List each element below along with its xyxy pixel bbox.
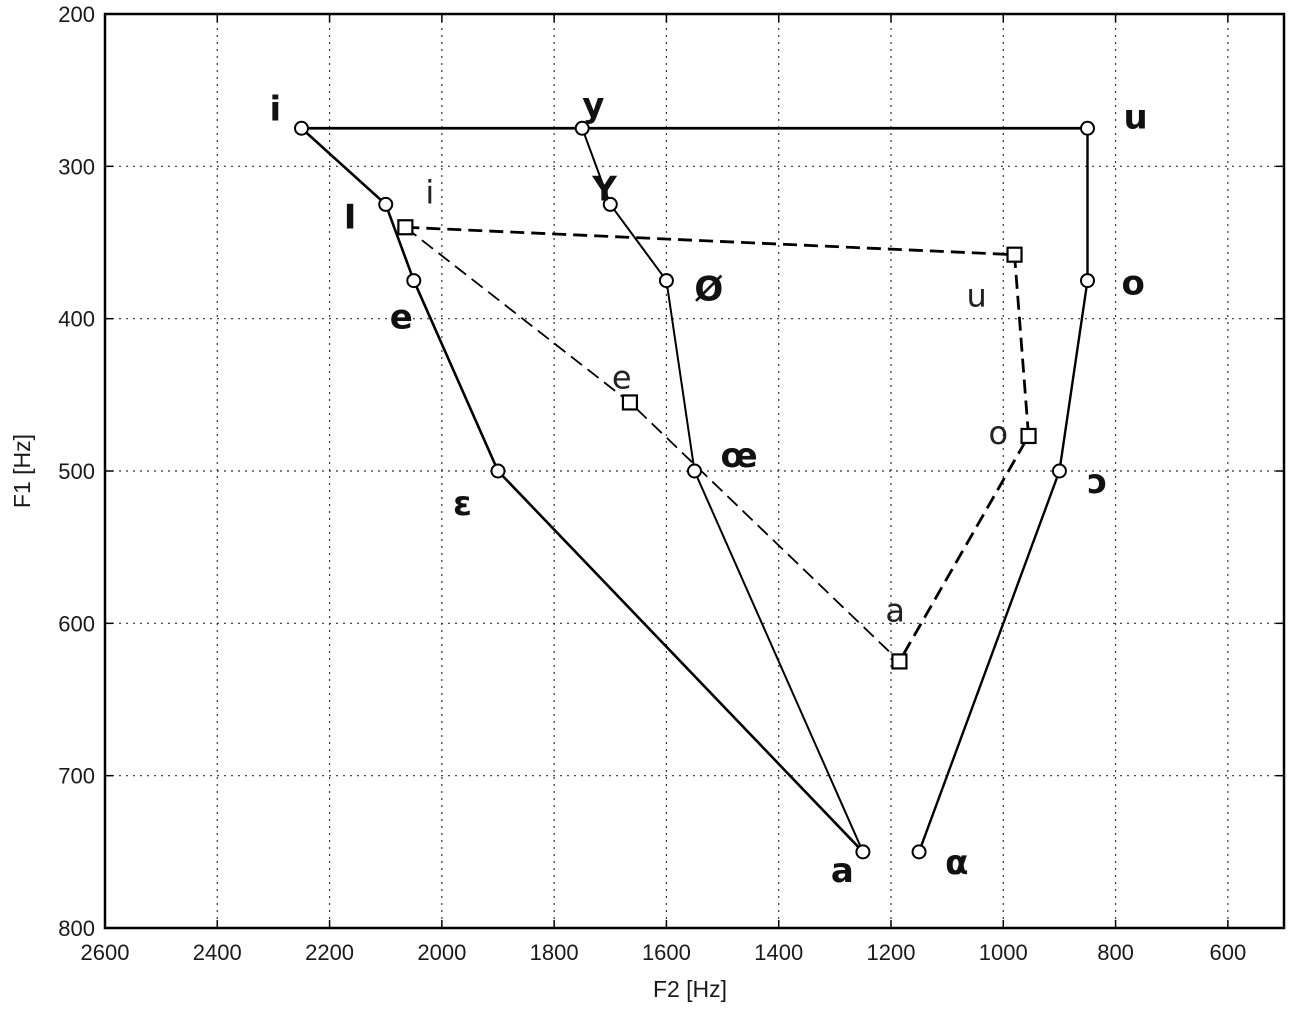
point-marker-oo — [1051, 463, 1067, 479]
point-label-so: o — [989, 414, 1009, 452]
x-axis-label: F2 [Hz] — [653, 976, 727, 1002]
point-marker-sa — [891, 653, 908, 670]
x-tick-label: 600 — [1209, 940, 1246, 965]
y-tick-label: 400 — [58, 307, 95, 332]
point-label-se: e — [612, 358, 632, 396]
point-marker-u — [1080, 120, 1095, 136]
x-tick-label: 2000 — [417, 940, 466, 965]
point-label-o: o — [1122, 264, 1145, 304]
y-axis-label: F1 [Hz] — [9, 434, 35, 508]
x-tick-label: 1200 — [867, 940, 916, 965]
point-label-Y: Y — [591, 169, 617, 209]
point-label-sa: a — [885, 591, 905, 629]
point-label-alpha: α — [945, 843, 968, 883]
point-marker-o — [1080, 273, 1095, 289]
point-marker-oe — [658, 273, 674, 289]
point-marker-alpha — [911, 844, 927, 860]
y-tick-label: 300 — [58, 154, 95, 179]
point-label-oe: Ø — [694, 270, 723, 310]
point-marker-eps — [490, 463, 506, 479]
y-axis-ticks: 200 300 400 500 600 700 800 — [58, 2, 1284, 941]
point-marker-i — [294, 120, 309, 136]
x-tick-label: 1800 — [530, 940, 579, 965]
x-tick-label: 1000 — [979, 940, 1028, 965]
series-line-dashed — [404, 226, 901, 663]
y-tick-label: 700 — [58, 764, 95, 789]
point-label-y: y — [582, 85, 604, 125]
point-marker-y — [574, 120, 590, 136]
point-marker-Y — [602, 196, 618, 212]
y-tick-label: 200 — [58, 2, 95, 27]
point-label-u: u — [1124, 97, 1148, 137]
point-label-i: i — [270, 89, 282, 129]
point-label-eps: ε — [453, 484, 472, 524]
point-labels: i Ie ε a y Y Øœ u o ɔ α i e a o u — [270, 85, 1148, 891]
point-marker-so — [1020, 427, 1037, 445]
x-tick-label: 800 — [1097, 940, 1134, 965]
point-label-e: e — [390, 298, 413, 338]
y-tick-label: 500 — [58, 459, 95, 484]
point-label-a: a — [831, 851, 854, 891]
x-tick-label: 2600 — [81, 940, 130, 965]
series-lines — [300, 126, 1089, 853]
point-marker-e — [406, 273, 422, 289]
x-tick-label: 2200 — [305, 940, 354, 965]
point-marker-su — [1006, 246, 1023, 263]
point-marker-si — [397, 219, 414, 236]
x-tick-label: 2400 — [193, 940, 242, 965]
y-tick-label: 600 — [58, 611, 95, 636]
point-label-oo: ɔ — [1087, 462, 1107, 502]
y-tick-label: 800 — [58, 916, 95, 941]
series-line-solid — [917, 128, 1089, 853]
x-tick-label: 1600 — [642, 940, 691, 965]
point-label-si: i — [425, 173, 434, 211]
point-label-su: u — [967, 277, 987, 315]
point-marker-a — [855, 844, 871, 860]
series-line-dashed — [405, 225, 1030, 663]
point-label-oeh: œ — [721, 436, 758, 476]
point-marker-I — [378, 196, 394, 212]
x-axis-ticks: 2600 2400 2200 2000 1800 1600 1400 1200 1000 800 6… — [81, 14, 1246, 965]
markers — [294, 120, 1095, 860]
point-marker-oeh — [687, 463, 702, 479]
point-label-I: I — [344, 197, 357, 237]
point-marker-se — [621, 394, 639, 411]
x-tick-label: 1400 — [754, 940, 803, 965]
